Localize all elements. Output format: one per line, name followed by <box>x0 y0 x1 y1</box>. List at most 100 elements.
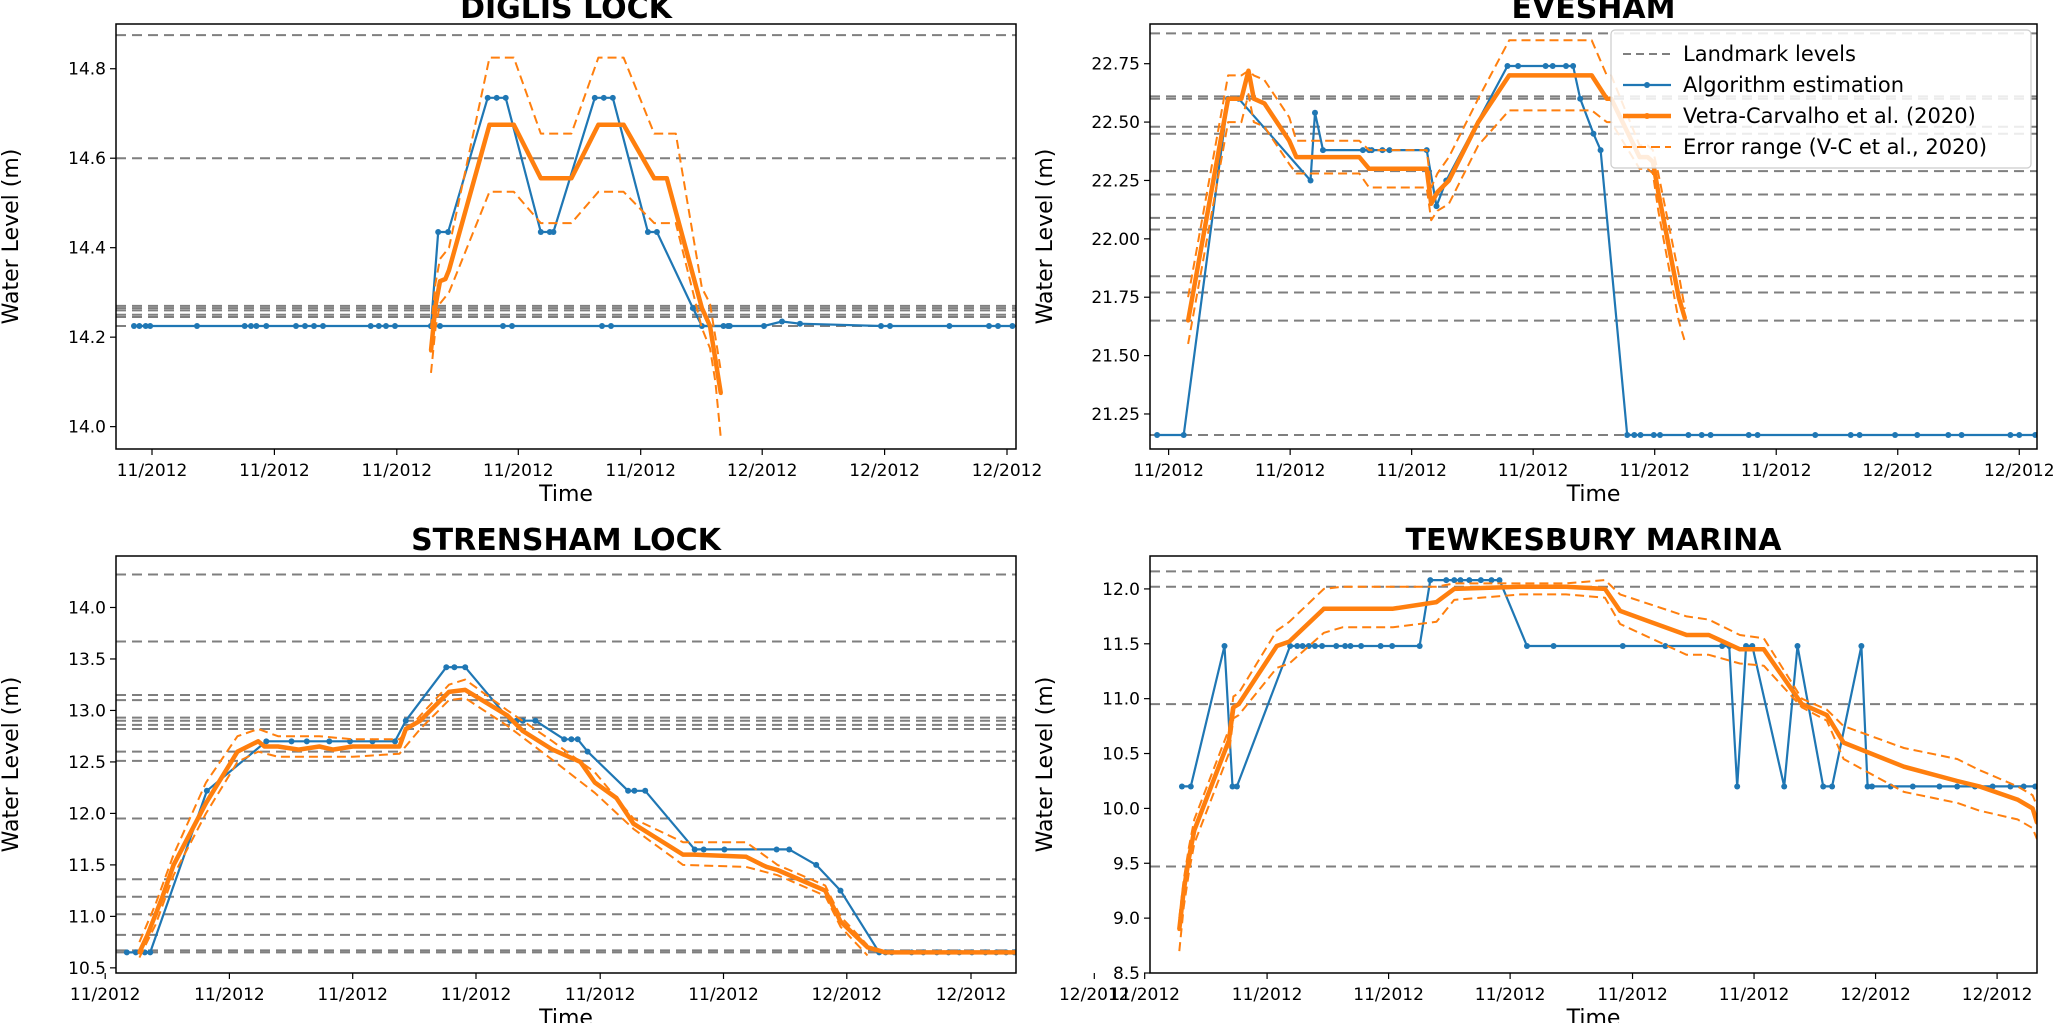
data-point <box>1812 431 1819 438</box>
y-axis-label: Water Level (m) <box>0 677 24 853</box>
data-point <box>902 950 907 955</box>
data-point <box>1504 63 1511 70</box>
data-point <box>1841 740 1846 745</box>
data-point <box>631 787 638 794</box>
data-point <box>288 738 295 745</box>
chart-panel-2: 10.5 11.0 11.5 12.0 12.5 13.0 13.5 14.0 11/2012 1… <box>0 523 1130 1023</box>
y-tick-label: 14.8 <box>68 60 106 80</box>
data-point <box>1307 177 1314 184</box>
legend: Landmark levels Algorithm estimation Vetra… <box>1610 29 2032 169</box>
axes-frame <box>115 555 1017 974</box>
data-point <box>537 229 544 236</box>
data-point <box>1618 608 1623 613</box>
data-point <box>1869 783 1876 790</box>
data-point <box>1824 713 1829 718</box>
data-point <box>760 862 765 867</box>
data-point <box>1676 295 1681 300</box>
x-tick-label: 12/2012 <box>1984 461 2055 481</box>
series-line <box>430 56 722 371</box>
series-line <box>1177 584 2037 930</box>
data-point <box>986 322 992 329</box>
y-tick-label: 22.50 <box>1091 113 1140 133</box>
data-point <box>1496 577 1503 584</box>
y-tick-label: 14.0 <box>68 598 106 618</box>
data-point <box>561 736 568 743</box>
data-point <box>691 846 698 853</box>
data-point <box>1427 577 1434 584</box>
data-point <box>1909 783 1916 790</box>
data-point <box>550 747 555 752</box>
data-point <box>1186 318 1191 323</box>
series-line <box>1178 579 2037 919</box>
data-point <box>1154 431 1161 438</box>
data-point <box>1577 95 1584 102</box>
data-point <box>599 322 605 329</box>
legend-box <box>1610 29 2032 169</box>
data-point <box>664 176 669 181</box>
data-point <box>591 94 598 101</box>
x-tick-label: 11/2012 <box>1133 461 1204 481</box>
data-point <box>773 846 780 853</box>
data-point <box>1604 96 1609 101</box>
plot-area <box>116 573 1016 959</box>
data-point <box>311 322 317 329</box>
data-point <box>1433 203 1440 210</box>
data-point <box>1434 600 1439 605</box>
data-point <box>1386 147 1393 154</box>
series-line <box>126 666 1015 954</box>
data-point <box>443 664 450 671</box>
data-point <box>1550 642 1557 649</box>
data-point <box>293 322 299 329</box>
y-axis-label: Water Level (m) <box>1033 677 1058 853</box>
data-point <box>375 322 382 329</box>
data-point <box>924 950 928 955</box>
data-point <box>403 726 408 731</box>
data-point <box>451 664 458 671</box>
y-tick-label: 22.75 <box>1091 55 1140 75</box>
data-point <box>132 949 139 956</box>
y-tick-label: 11.5 <box>68 856 106 876</box>
data-point <box>1294 642 1301 649</box>
x-tick-label: 11/2012 <box>1719 985 1790 1005</box>
data-point <box>1239 96 1244 101</box>
data-point <box>263 738 270 745</box>
data-point <box>887 322 893 329</box>
y-tick-label: 21.25 <box>1091 405 1140 425</box>
data-point <box>447 689 451 694</box>
y-tick-label: 21.50 <box>1091 347 1140 367</box>
data-point <box>1707 431 1714 438</box>
data-point <box>487 122 492 127</box>
data-point <box>625 787 632 794</box>
data-point <box>1794 642 1801 649</box>
data-point <box>511 122 516 127</box>
axes-frame <box>115 23 1017 450</box>
x-tick-label: 11/2012 <box>361 461 432 481</box>
data-point <box>1507 73 1512 78</box>
data-point <box>609 94 616 101</box>
data-point <box>786 846 793 853</box>
data-point <box>147 322 154 329</box>
data-point <box>1955 778 1960 783</box>
data-point <box>726 322 733 329</box>
data-point <box>1706 633 1711 638</box>
data-point <box>1698 431 1705 438</box>
data-point <box>995 322 1001 329</box>
series-line <box>1185 68 1688 321</box>
data-point <box>350 744 355 749</box>
y-tick-label: 21.75 <box>1091 288 1140 308</box>
data-point <box>958 950 963 955</box>
data-point <box>1391 606 1396 611</box>
data-point <box>775 868 780 873</box>
x-tick-label: 11/2012 <box>441 985 512 1005</box>
data-point <box>1287 138 1292 143</box>
x-axis-label: Time <box>538 1006 593 1023</box>
data-point <box>1457 577 1464 584</box>
data-point <box>1333 642 1340 649</box>
data-point <box>642 787 649 794</box>
data-point <box>1936 783 1943 790</box>
data-point <box>1631 431 1638 438</box>
data-point <box>147 949 154 956</box>
x-tick-label: 11/2012 <box>1597 985 1668 1005</box>
legend-entry: Landmark levels <box>1683 42 1856 66</box>
